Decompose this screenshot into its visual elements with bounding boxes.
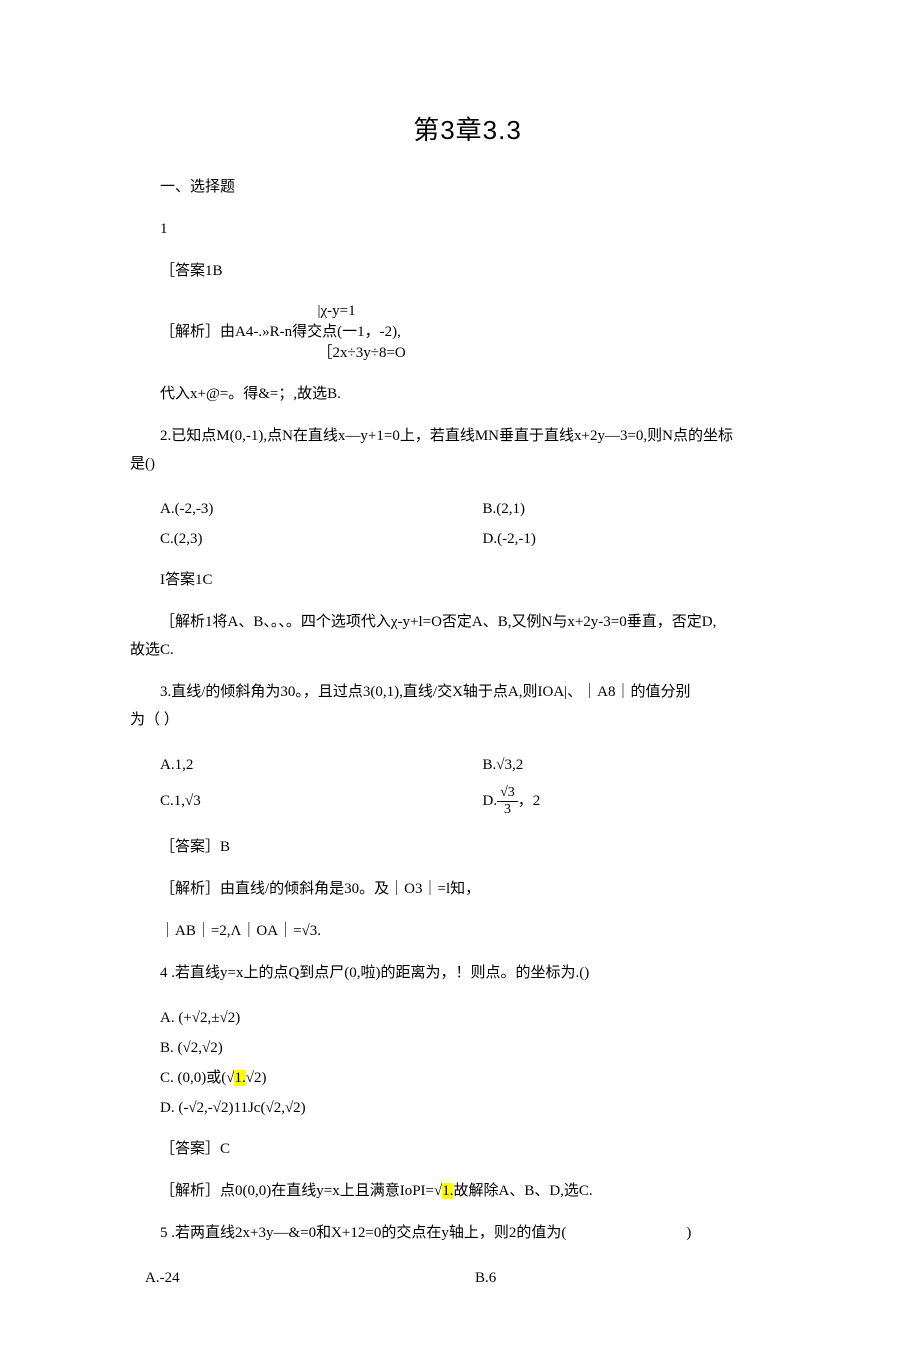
- q2-opt-a: A.(-2,-3): [160, 494, 483, 524]
- q3-opt-d-den: 3: [497, 802, 518, 817]
- q4-options: A. (+√2,±√2) B. (√2,√2) C. (0,0)或(√1.√2)…: [130, 1003, 805, 1123]
- q1-eq-bot: ［2x÷3y÷8=O: [130, 343, 805, 364]
- q4-opt-b: B. (√2,√2): [160, 1033, 805, 1063]
- q4-opt-c-pre: C. (0,0)或(√: [160, 1070, 234, 1086]
- q5-stem-paren: ): [566, 1221, 691, 1245]
- q4-stem: 4 .若直线y=x上的点Q到点尸(0,啦)的距离为，！则点。的坐标为.(): [130, 961, 805, 985]
- q5-stem-pre: 5 .若两直线2x+3y—&=0和X+12=0的交点在y轴上，则2的值为(: [160, 1225, 566, 1241]
- q1-analysis-block: |χ-y=1 ［解析］由A4-.»R-n得交点(一1，-2), ［2x÷3y÷8…: [130, 301, 805, 364]
- q5-options: A.-24 B.6: [130, 1263, 805, 1293]
- q2-analysis-2: 故选C.: [130, 638, 805, 662]
- q4-opt-c-highlight: 1.: [234, 1070, 245, 1086]
- q2-options: A.(-2,-3) B.(2,1) C.(2,3) D.(-2,-1): [130, 494, 805, 554]
- q3-opt-d-num: √3: [497, 786, 518, 802]
- q4-analysis-post: 故解除A、B、D,选C.: [453, 1183, 592, 1199]
- q3-stem-1: 3.直线/的倾斜角为30。，且过点3(0,1),直线/交X轴于点A,则IOA|、…: [130, 680, 805, 704]
- q3-opt-c: C.1,√3: [160, 780, 483, 817]
- q1-answer: ［答案1B: [130, 259, 805, 283]
- q2-opt-b: B.(2,1): [483, 494, 806, 524]
- q2-stem-2: 是(): [130, 452, 805, 476]
- q3-opt-d: D.√33，2: [483, 780, 806, 817]
- q3-analysis-2: ｜AB｜=2,Λ｜OA｜=√3.: [130, 919, 805, 943]
- q1-analysis-line: ［解析］由A4-.»R-n得交点(一1，-2),: [130, 322, 805, 343]
- q3-opt-d-fraction: √33: [497, 786, 518, 817]
- q2-stem-1: 2.已知点M(0,-1),点N在直线x—y+1=0上，若直线MN垂直于直线x+2…: [130, 424, 805, 448]
- q3-opt-b: B.√3,2: [483, 750, 806, 780]
- q4-opt-c: C. (0,0)或(√1.√2): [160, 1063, 805, 1093]
- q4-analysis-pre: ［解析］点0(0,0)在直线y=x上且满意IoPI=√: [160, 1183, 442, 1199]
- q3-answer: ［答案］B: [130, 835, 805, 859]
- q3-stem-2: 为（ ）: [130, 708, 805, 732]
- q2-answer: I答案1C: [130, 568, 805, 592]
- q2-analysis-1: ［解析1将A、B、。、。四个选项代入χ-y+l=O否定A、B,又例N与x+2y-…: [130, 610, 805, 634]
- q5-opt-a: A.-24: [145, 1263, 475, 1293]
- q4-opt-c-post: √2): [246, 1070, 267, 1086]
- q3-analysis-1: ［解析］由直线/的倾斜角是30。及｜O3｜=l知，: [130, 877, 805, 901]
- q3-opt-a: A.1,2: [160, 750, 483, 780]
- chapter-title: 第3章3.3: [130, 110, 805, 147]
- q5-stem: 5 .若两直线2x+3y—&=0和X+12=0的交点在y轴上，则2的值为(): [130, 1221, 805, 1245]
- q3-options: A.1,2 B.√3,2 C.1,√3 D.√33，2: [130, 750, 805, 817]
- q2-opt-d: D.(-2,-1): [483, 524, 806, 554]
- q4-analysis: ［解析］点0(0,0)在直线y=x上且满意IoPI=√1.故解除A、B、D,选C…: [130, 1179, 805, 1203]
- q3-opt-d-prefix: D.: [483, 793, 498, 809]
- q4-opt-a: A. (+√2,±√2): [160, 1003, 805, 1033]
- q2-opt-c: C.(2,3): [160, 524, 483, 554]
- q5-opt-b: B.6: [475, 1263, 805, 1293]
- q1-eq-top: |χ-y=1: [130, 301, 805, 322]
- section-heading: 一、选择题: [130, 175, 805, 199]
- q1-number: 1: [130, 217, 805, 241]
- q4-opt-d: D. (-√2,-√2)11Jc(√2,√2): [160, 1093, 805, 1123]
- q3-opt-d-suffix: ，2: [518, 793, 541, 809]
- q4-analysis-highlight: 1.: [442, 1183, 453, 1199]
- q4-answer: ［答案］C: [130, 1137, 805, 1161]
- q1-subst: 代入x+@=。得&=；,故选B.: [130, 382, 805, 406]
